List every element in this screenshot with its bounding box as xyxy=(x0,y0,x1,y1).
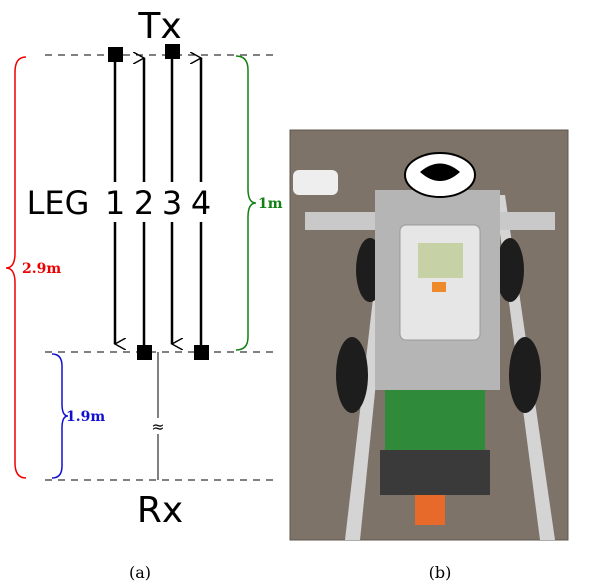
leg-label: LEG xyxy=(27,184,90,222)
leg-brace xyxy=(236,56,256,350)
nxt-button xyxy=(432,282,446,292)
node xyxy=(194,345,209,360)
diagram-a: ≈ LEG 1 2 3 4 Tx Rx 2.9m 1m 1.9m xyxy=(6,6,283,531)
rx-label: Rx xyxy=(137,490,183,531)
leg-number: 1 xyxy=(105,184,125,222)
electronics xyxy=(380,450,490,495)
caption: (a) xyxy=(129,563,151,582)
wheel xyxy=(336,337,368,413)
wheel xyxy=(509,337,541,413)
figure: ≈ LEG 1 2 3 4 Tx Rx 2.9m 1m 1.9m xyxy=(0,0,590,585)
total-distance: 2.9m xyxy=(22,261,61,277)
leg-number: 2 xyxy=(134,184,154,222)
nxt-screen xyxy=(418,243,463,278)
node xyxy=(137,345,152,360)
gap-symbol: ≈ xyxy=(151,417,164,436)
tx-label: Tx xyxy=(137,6,181,47)
caption: (b) xyxy=(429,563,452,582)
photo-b xyxy=(290,130,568,540)
leg-distance: 1m xyxy=(258,196,283,212)
gap-distance: 1.9m xyxy=(66,409,105,425)
power-strip xyxy=(293,170,338,195)
leg-number: 3 xyxy=(162,184,182,222)
circuit-board xyxy=(385,390,485,450)
node xyxy=(108,47,123,62)
leg-number: 4 xyxy=(191,184,211,222)
wheel xyxy=(496,238,524,302)
sensor xyxy=(415,495,445,525)
